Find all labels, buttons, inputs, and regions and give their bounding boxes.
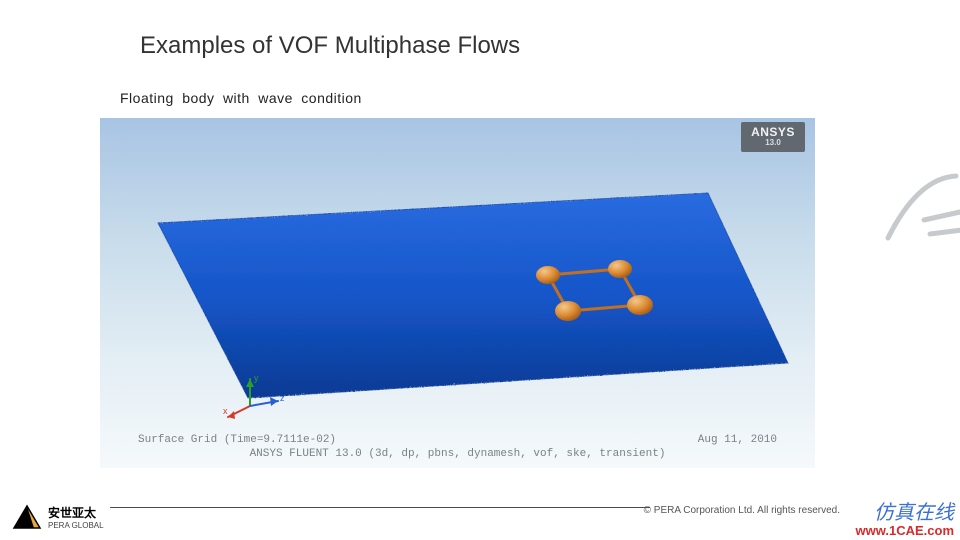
- coordinate-axes: x y z: [220, 371, 290, 426]
- site-watermark-cn: 仿真在线: [856, 503, 954, 523]
- pera-logo: 安世亚太 PERA GLOBAL: [12, 504, 104, 530]
- axis-x-label: x: [223, 406, 228, 416]
- brand-version: 13.0: [765, 139, 781, 148]
- axis-z-label: z: [280, 393, 285, 403]
- axis-y-label: y: [254, 373, 259, 383]
- decorative-mark-icon: [868, 168, 960, 258]
- footer-divider: [110, 507, 650, 508]
- viz-status-line2: ANSYS FLUENT 13.0 (3d, dp, pbns, dynames…: [250, 448, 666, 460]
- viz-status-line1: Surface Grid (Time=9.7111e-02): [138, 434, 336, 446]
- site-watermark: 仿真在线 www.1CAE.com: [856, 503, 954, 538]
- water-surface: [118, 183, 798, 403]
- slide-title: Examples of VOF Multiphase Flows: [140, 32, 520, 60]
- slide-subtitle: Floating body with wave condition: [120, 90, 362, 106]
- site-watermark-url: www.1CAE.com: [856, 523, 954, 538]
- ansys-logo: ANSYS 13.0: [741, 122, 805, 152]
- viz-status-date: Aug 11, 2010: [698, 434, 777, 446]
- pera-name-cn: 安世亚太: [48, 504, 104, 521]
- simulation-viewport: ANSYS 13.0 1CAE.COM: [100, 118, 815, 468]
- pera-name-en: PERA GLOBAL: [48, 521, 104, 530]
- pera-triangle-icon: [12, 504, 42, 530]
- copyright-text: © PERA Corporation Ltd. All rights reser…: [644, 505, 840, 516]
